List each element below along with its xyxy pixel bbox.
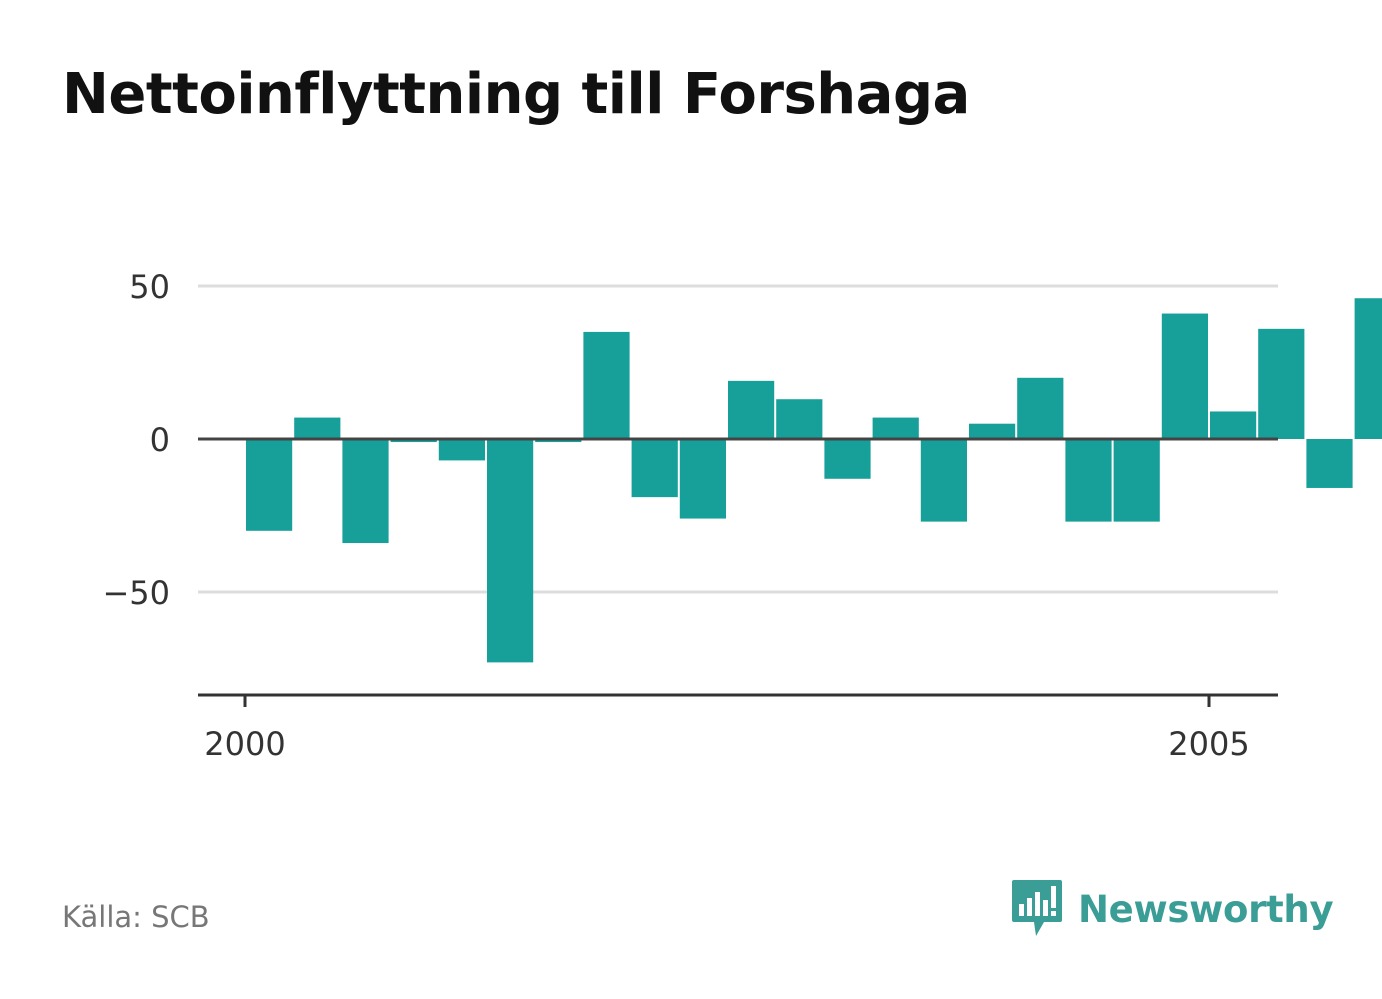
bar xyxy=(824,439,871,479)
bar xyxy=(390,439,437,443)
grid-lines xyxy=(198,284,1278,594)
bar xyxy=(487,439,534,663)
bar xyxy=(246,439,293,531)
bar xyxy=(728,380,775,439)
bar xyxy=(342,439,389,544)
chart-title: Nettoinflyttning till Forshaga xyxy=(62,62,970,127)
bar xyxy=(969,423,1016,439)
source-label: Källa: SCB xyxy=(62,900,210,934)
bar xyxy=(1306,439,1353,488)
x-tick-label: 2000 xyxy=(204,725,285,763)
bar xyxy=(1258,328,1305,439)
bar xyxy=(631,439,678,498)
bar xyxy=(1065,439,1112,522)
bars xyxy=(246,298,1382,663)
y-tick-label: −50 xyxy=(102,574,170,612)
bar xyxy=(583,331,630,439)
bar xyxy=(535,439,582,443)
bar xyxy=(776,399,823,439)
bar xyxy=(920,439,967,522)
bar xyxy=(1017,377,1064,439)
bar xyxy=(1161,313,1208,439)
bar xyxy=(872,417,919,439)
y-tick-label: 50 xyxy=(129,268,170,306)
bar xyxy=(438,439,485,461)
brand-name: Newsworthy xyxy=(1078,887,1334,931)
bar xyxy=(294,417,341,439)
bar xyxy=(1354,298,1382,439)
brand-logo[interactable]: Newsworthy xyxy=(1010,878,1334,940)
x-tick-label: 2005 xyxy=(1168,725,1249,763)
bar xyxy=(1210,411,1257,439)
bar xyxy=(1113,439,1160,522)
y-tick-label: 0 xyxy=(150,421,170,459)
newsworthy-logo-icon xyxy=(1012,880,1062,936)
axes: −50050200020052010201520202025 xyxy=(102,268,1278,763)
bar xyxy=(679,439,726,519)
